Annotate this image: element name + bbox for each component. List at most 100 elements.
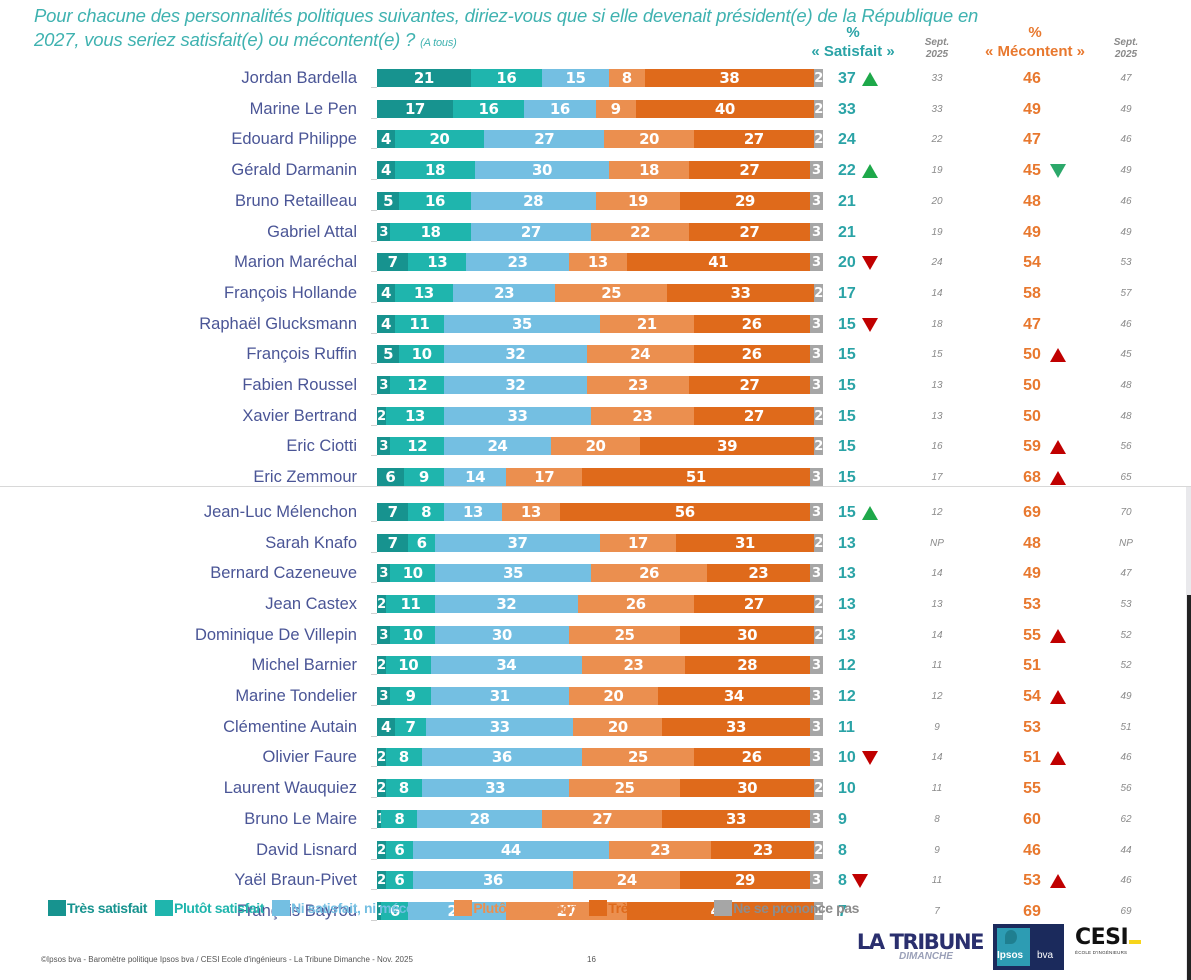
seg-plutot-mecontent: 25 [568,625,681,644]
seg-plutot-satisfait: 7 [394,717,427,736]
trend-up-icon [1050,690,1066,704]
trend-up-icon [862,164,878,179]
seg-tres-satisfait: 7 [377,533,409,552]
stacked-bar: 7 13 23 13 41 3 [377,253,823,272]
axis-tick [371,919,377,921]
stacked-bar: 21 16 15 8 38 2 [377,69,823,87]
year-label: 2025 [1114,49,1138,60]
seg-plutot-satisfait: 11 [385,594,435,613]
seg-tres-mecontent: 41 [626,253,810,272]
axis-tick [371,301,377,303]
politician-name: Bruno Le Maire [244,809,357,828]
seg-tres-mecontent: 26 [693,345,810,364]
stacked-bar: 2 10 34 23 28 3 [377,656,823,675]
seg-tres-mecontent: 28 [684,656,810,675]
satisfait-value: 15 [838,438,856,456]
satisfait-column-header: % « Satisfait » [798,23,908,61]
politician-name: Michel Barnier [251,656,357,675]
seg-ni-ni: 13 [443,502,502,521]
legend-item: Ne se prononce pas [714,900,859,916]
seg-tres-satisfait: 3 [377,437,391,456]
satisfait-value: 15 [838,346,856,364]
seg-ni-ni: 28 [417,809,542,828]
question-title: Pour chacune des personnalités politique… [34,4,1044,55]
seg-tres-mecontent: 30 [680,625,815,644]
satisfait-value: 8 [838,872,847,890]
seg-tres-satisfait: 7 [377,502,409,521]
seg-nsp: 2 [814,840,823,859]
seg-plutot-mecontent: 25 [555,283,667,302]
satisfait-sept-2025-value: 16 [931,441,943,453]
seg-plutot-mecontent: 27 [542,809,663,828]
chart-row: Raphaël Glucksmann 4 11 35 21 26 3 15 18 47 46 [0,309,1191,339]
satisfait-value: 8 [838,841,847,859]
stacked-bar: 2 6 44 23 23 2 [377,840,823,859]
seg-plutot-mecontent: 13 [568,253,627,272]
stacked-bar: 3 10 35 26 23 3 [377,564,823,583]
mecontent-sept-2025-value: 70 [1120,506,1132,518]
seg-plutot-satisfait: 18 [394,161,476,180]
satisfait-value: 21 [838,223,856,241]
satisfait-value: 15 [838,469,856,487]
mecontent-sept-2025-value: 56 [1120,783,1132,795]
seg-tres-satisfait: 3 [377,564,391,583]
seg-ni-ni: 31 [430,687,569,705]
chart-row: Clémentine Autain 4 7 33 20 33 3 11 9 53 51 [0,712,1191,742]
satisfait-value: 17 [838,284,856,302]
seg-nsp: 3 [809,809,823,828]
politician-name: Laurent Wauquiez [223,779,357,798]
mecontent-sept-2025-value: 53 [1120,598,1132,610]
seg-nsp: 2 [814,406,823,425]
mecontent-sept-2025-value: 47 [1120,568,1132,580]
politician-name: Gérald Darmanin [231,161,357,180]
seg-nsp: 3 [809,253,823,272]
seg-plutot-mecontent: 23 [586,376,690,394]
satisfait-sept-2025-value: 12 [931,506,943,518]
seg-plutot-mecontent: 19 [595,191,681,210]
seg-ni-ni: 14 [443,468,507,487]
seg-nsp: 3 [809,468,823,487]
seg-plutot-mecontent: 23 [582,656,685,675]
tribune-wordmark: LA TRIBUNE [856,930,985,954]
seg-tres-mecontent: 56 [559,502,810,521]
satisfait-sept-2025-value: 13 [931,598,943,610]
mecontent-value: 53 [1023,872,1041,890]
legend-item: Ni satisfait, ni mécontent [272,900,447,916]
mecontent-sept-2025-value: 52 [1120,660,1132,672]
seg-plutot-mecontent: 25 [568,779,681,798]
politician-name: Eric Zemmour [253,468,357,487]
seg-tres-satisfait: 3 [377,687,391,705]
seg-nsp: 3 [809,717,823,736]
seg-nsp: 2 [814,99,823,118]
satisfait-value: 9 [838,810,847,828]
satisfait-sept-2025-value: 33 [931,73,943,84]
seg-tres-mecontent: 34 [657,687,810,705]
politician-name: François Ruffin [246,345,357,364]
seg-tres-mecontent: 51 [582,468,810,487]
bva-wordmark: bva [1037,950,1054,961]
seg-plutot-satisfait: 13 [408,253,467,272]
footer-source: ©Ipsos bva - Baromètre politique Ipsos b… [41,955,413,964]
mecontent-value: 50 [1023,377,1041,394]
seg-plutot-mecontent: 20 [568,687,658,705]
seg-ni-ni: 44 [412,840,609,859]
seg-nsp: 2 [814,779,823,798]
stacked-bar: 2 11 32 26 27 2 [377,594,823,613]
seg-plutot-satisfait: 6 [381,901,409,920]
stacked-bar: 6 9 14 17 51 3 [377,468,823,487]
legend-swatch [589,900,608,916]
stacked-bar: 4 11 35 21 26 3 [377,314,823,333]
seg-nsp: 2 [814,69,823,87]
seg-tres-mecontent: 27 [689,222,810,241]
chart-row: Michel Barnier 2 10 34 23 28 3 12 11 51 52 [0,650,1191,680]
axis-tick [371,582,377,584]
seg-plutot-satisfait: 6 [385,840,413,859]
mecontent-sept-2025-value: 49 [1120,691,1132,702]
mecontent-sept-2025-value: 53 [1120,257,1132,269]
seg-ni-ni: 33 [421,779,569,798]
cesi-wordmark: CESI [1075,925,1129,950]
politician-name: Bruno Retailleau [235,191,357,210]
satisfait-sept-2025-value: 22 [931,134,943,146]
stacked-bar: 3 12 32 23 27 3 [377,376,823,394]
axis-tick [371,271,377,273]
